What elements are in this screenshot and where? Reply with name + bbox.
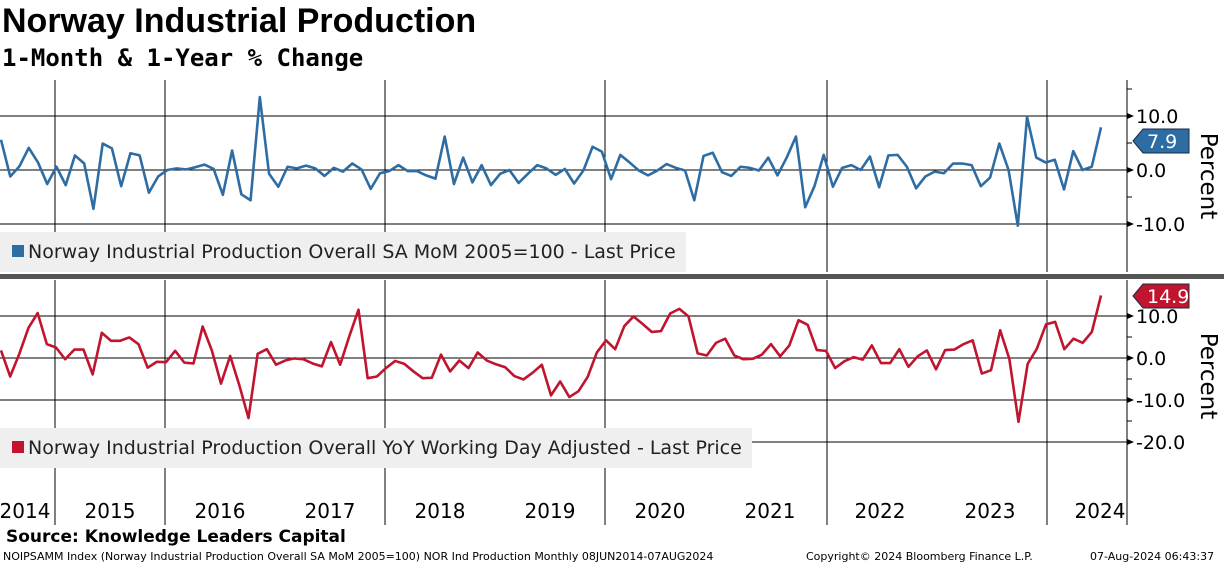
x-tick-label: 2017 [304, 499, 356, 523]
legend-swatch-yoy [12, 441, 24, 453]
y-tick-label: 0.0 [1136, 348, 1166, 370]
major-tick [1127, 397, 1134, 403]
x-tick-label: 2015 [84, 499, 136, 523]
last-value-label: 7.9 [1147, 131, 1177, 153]
y-axis-title: Percent [1195, 133, 1221, 220]
x-tick-label: 2022 [854, 499, 906, 523]
panel-0: 10.0 0.0 -10.0 7.9 Percent [0, 80, 1221, 272]
panel-divider [0, 274, 1224, 279]
footer-timestamp: 07-Aug-2024 06:43:37 [1090, 550, 1215, 563]
x-tick-label: 2019 [524, 499, 576, 523]
x-tick-label: 2024 [1074, 499, 1126, 523]
y-axis-title: Percent [1195, 333, 1221, 420]
legend-mom: Norway Industrial Production Overall SA … [0, 232, 686, 272]
last-value-badge [1132, 128, 1190, 154]
footer-description: NOIPSAMM Index (Norway Industrial Produc… [3, 550, 714, 563]
x-tick-label: 2023 [964, 499, 1016, 523]
legend-swatch-mom [12, 245, 24, 257]
footer-copyright: Copyright© 2024 Bloomberg Finance L.P. [806, 550, 1033, 563]
major-tick [1127, 439, 1134, 445]
x-tick-label: 2021 [744, 499, 796, 523]
major-tick [1127, 313, 1134, 319]
chart-title: Norway Industrial Production [2, 2, 477, 40]
last-value-badge [1132, 283, 1190, 309]
major-tick [1127, 355, 1134, 361]
series-line-0 [0, 95, 1103, 227]
legend-label-yoy: Norway Industrial Production Overall YoY… [28, 437, 742, 459]
major-tick [1127, 113, 1134, 119]
y-tick-label: -10.0 [1136, 214, 1185, 236]
x-tick-label: 2018 [414, 499, 466, 523]
y-tick-label: 0.0 [1136, 160, 1166, 182]
last-value-label: 14.9 [1147, 286, 1189, 308]
x-tick-label: 2020 [634, 499, 686, 523]
major-tick [1127, 221, 1134, 227]
chart-subtitle: 1-Month & 1-Year % Change [2, 44, 364, 72]
source-note: Source: Knowledge Leaders Capital [6, 527, 346, 547]
y-tick-label: -20.0 [1136, 432, 1185, 454]
series-line-1 [0, 295, 1103, 424]
legend-yoy: Norway Industrial Production Overall YoY… [0, 428, 752, 468]
x-tick-label: 2016 [194, 499, 246, 523]
legend-label-mom: Norway Industrial Production Overall SA … [28, 241, 676, 263]
panel-1: 10.0 0.0 -10.0 -20.0 14.9 Percent [0, 280, 1221, 472]
y-tick-label: 10.0 [1136, 106, 1178, 128]
x-tick-label: 2014 [0, 499, 51, 523]
major-tick [1127, 167, 1134, 173]
y-tick-label: 10.0 [1136, 306, 1178, 328]
y-tick-label: -10.0 [1136, 390, 1185, 412]
